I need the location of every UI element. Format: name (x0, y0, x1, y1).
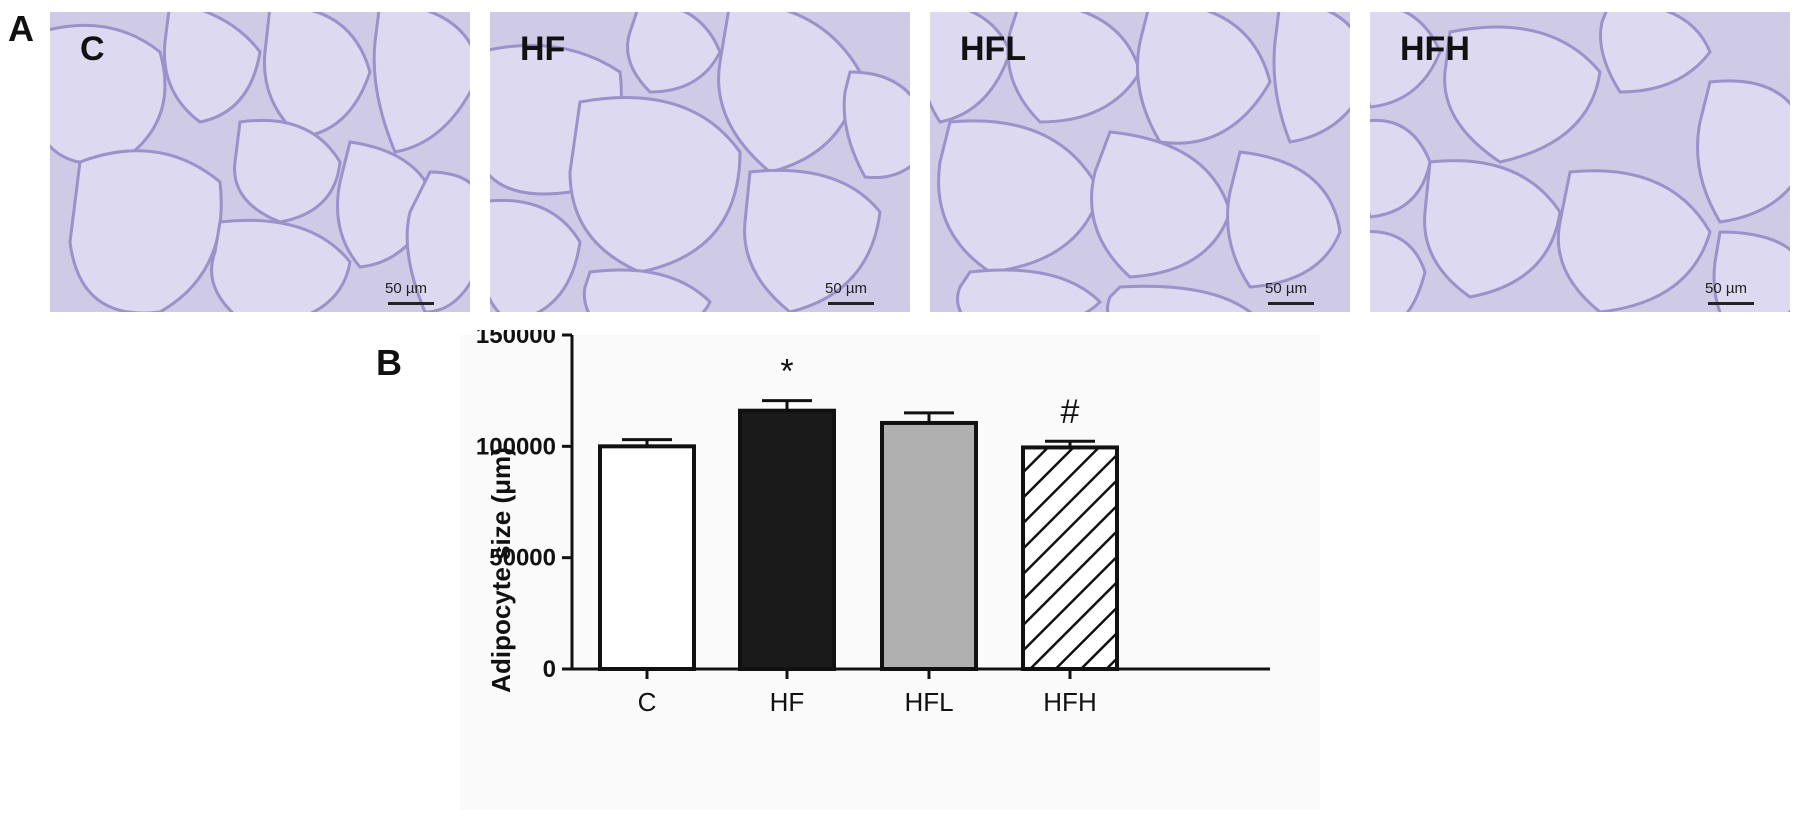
scale-bar (1268, 302, 1314, 305)
bar-hfh (1021, 445, 1119, 671)
adipocyte-tissue-image-hfh (1370, 12, 1790, 312)
scale-bar-label: 50 µm (825, 280, 867, 297)
adipocyte-tissue-image-hfl (930, 12, 1350, 312)
micrograph-label: HF (520, 30, 566, 68)
scale-bar (828, 302, 874, 305)
micrograph-label: C (80, 30, 105, 68)
y-tick-label: 100000 (476, 433, 556, 460)
significance-marker: * (780, 353, 793, 391)
y-tick-label: 150000 (476, 330, 556, 349)
bar-hfl (880, 420, 978, 671)
scale-bar-label: 50 µm (1705, 280, 1747, 297)
scale-bar-label: 50 µm (1265, 280, 1307, 297)
micrograph-label: HFH (1400, 30, 1470, 68)
y-axis-title: Adipocyte size (μm) (486, 447, 516, 693)
scale-bar (1708, 302, 1754, 305)
micrograph-label: HFL (960, 30, 1027, 68)
y-tick-label: 0 (543, 656, 556, 683)
micrograph-c: C 50 µm (50, 12, 470, 312)
x-tick-label: HFL (904, 687, 953, 717)
micrograph-hfl: HFL 50 µm (930, 12, 1350, 312)
bar-hf (738, 408, 836, 671)
micrograph-hfh: HFH 50 µm (1370, 12, 1790, 312)
scale-bar-label: 50 µm (385, 280, 427, 297)
x-tick-label: C (638, 687, 657, 717)
micrograph-hf: HF 50 µm (490, 12, 910, 312)
adipocyte-tissue-image-hf (490, 12, 910, 312)
x-tick-label: HF (770, 687, 805, 717)
y-tick-label: 50000 (489, 545, 556, 572)
panel-b-letter: B (376, 342, 402, 383)
bar-chart: Adipocyte size (μm) 0 50000 100000 150000 C H… (476, 330, 1270, 717)
significance-marker: # (1061, 393, 1080, 431)
adipocyte-tissue-image-c (50, 12, 470, 312)
panel-a-letter: A (8, 8, 34, 49)
bar-c (598, 444, 696, 672)
scale-bar (388, 302, 434, 305)
x-tick-label: HFH (1043, 687, 1096, 717)
